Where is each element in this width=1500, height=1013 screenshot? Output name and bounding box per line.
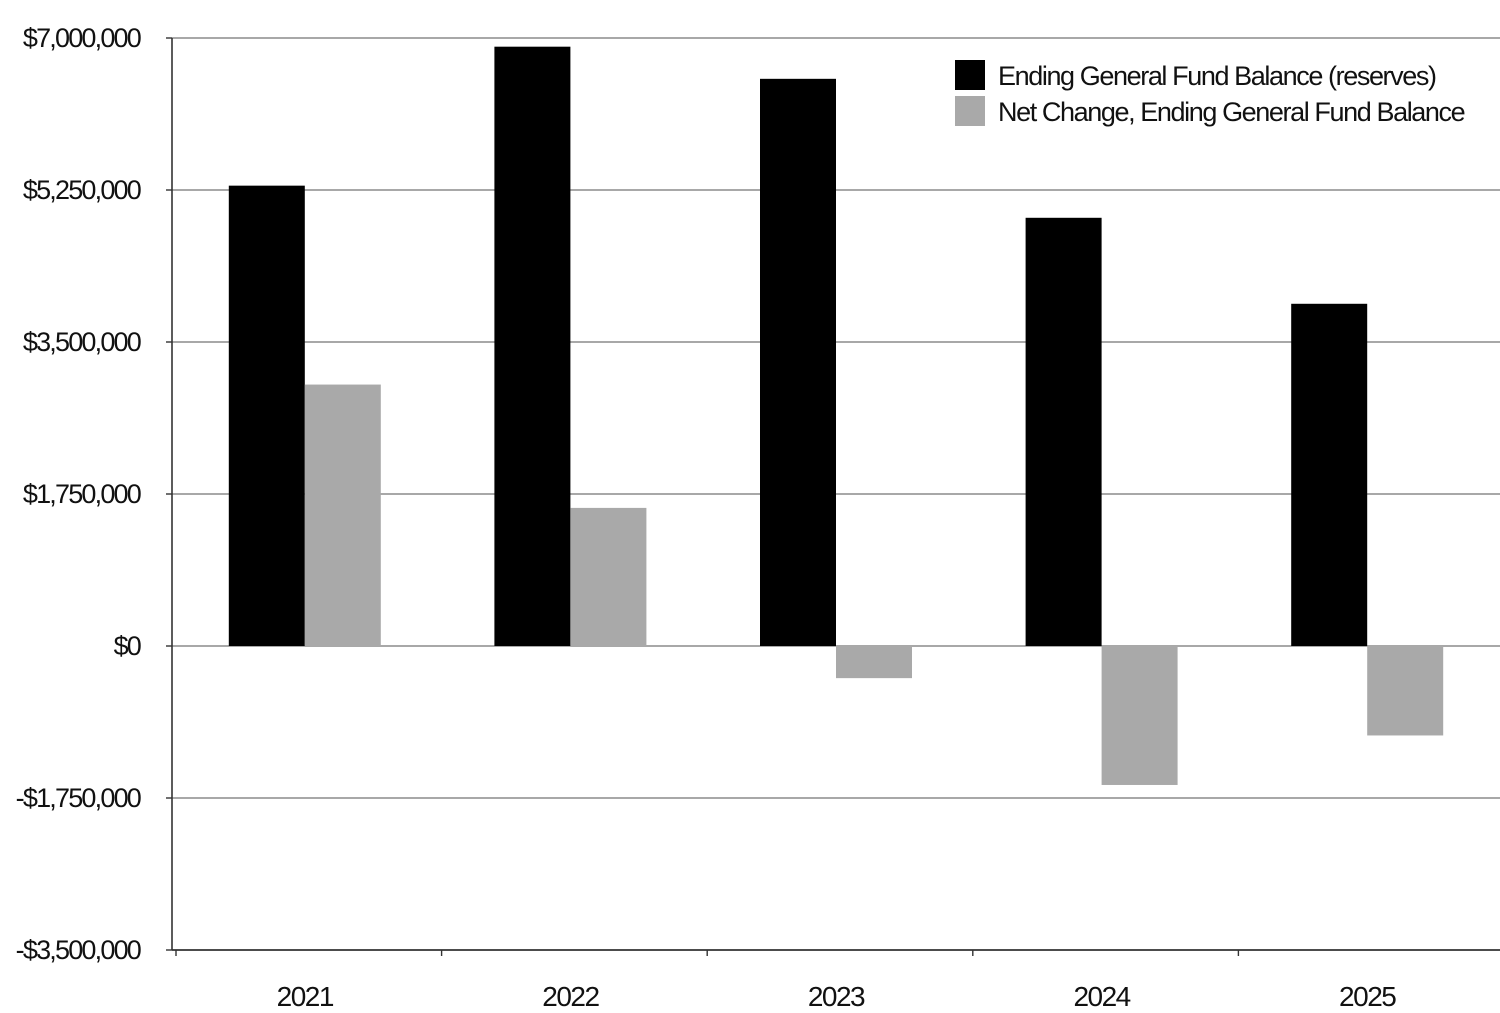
bar-net-change-2021 — [304, 384, 381, 646]
bars — [228, 46, 1444, 785]
y-tick-label: $7,000,000 — [23, 23, 141, 53]
x-tick-label: 2024 — [1073, 981, 1130, 1012]
legend-label-net-change: Net Change, Ending General Fund Balance — [998, 97, 1465, 127]
x-tick-label: 2025 — [1339, 981, 1396, 1012]
bar-ending-balance-2025 — [1291, 303, 1368, 646]
bar-ending-balance-2023 — [760, 78, 836, 646]
legend-swatch-net-change — [955, 96, 985, 126]
y-tick-label: $5,250,000 — [23, 175, 141, 205]
bar-net-change-2022 — [570, 507, 647, 646]
bar-net-change-2025 — [1367, 646, 1444, 736]
legend-label-ending-balance: Ending General Fund Balance (reserves) — [998, 61, 1436, 91]
bar-ending-balance-2024 — [1025, 217, 1102, 646]
y-tick-label: $0 — [114, 631, 141, 661]
y-tick-label: -$3,500,000 — [16, 935, 141, 965]
x-tick-label: 2021 — [277, 981, 334, 1012]
legend-swatch-ending-balance — [955, 60, 985, 90]
y-tick-label: $1,750,000 — [23, 479, 141, 509]
x-tick-label: 2023 — [808, 981, 865, 1012]
x-tick-label: 2022 — [542, 981, 599, 1012]
y-tick-label: -$1,750,000 — [16, 783, 141, 813]
bar-ending-balance-2022 — [494, 46, 571, 646]
axes: $7,000,000 $5,250,000 $3,500,000 $1,750,000… — [16, 23, 1500, 1012]
y-tick-label: $3,500,000 — [23, 327, 141, 357]
bar-ending-balance-2021 — [228, 185, 305, 646]
bar-net-change-2023 — [836, 646, 912, 679]
legend: Ending General Fund Balance (reserves) Ne… — [955, 60, 1466, 127]
bar-net-change-2024 — [1101, 646, 1178, 785]
